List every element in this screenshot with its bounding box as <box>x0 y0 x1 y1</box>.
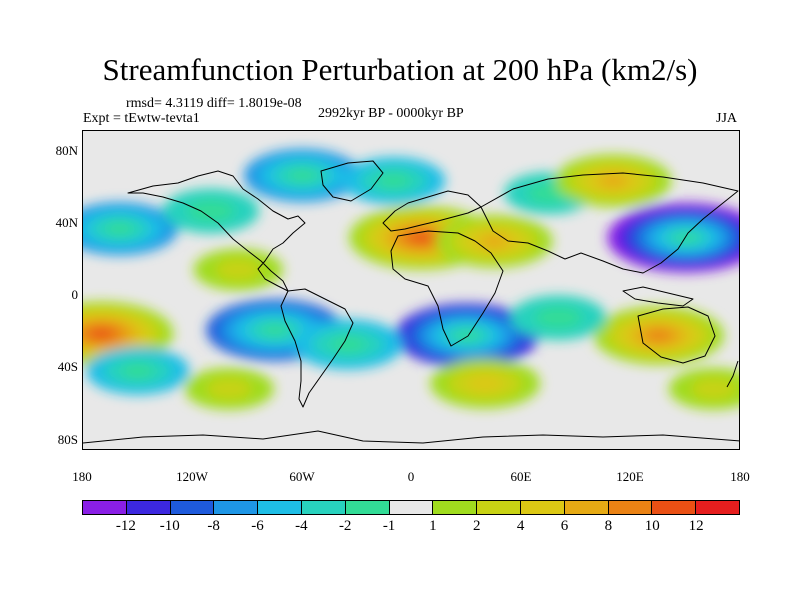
contour-region <box>376 172 411 189</box>
y-tick-label: 0 <box>71 287 79 302</box>
colorbar-segment <box>696 501 739 514</box>
colorbar-segment <box>83 501 127 514</box>
coastline-antarctica <box>83 430 739 444</box>
x-tick-label: 180 <box>730 469 750 484</box>
colorbar-segment <box>608 501 653 514</box>
map-title: Streamfunction Perturbation at 200 hPa (… <box>102 52 698 87</box>
contour-region <box>329 336 367 353</box>
contour-region <box>674 232 698 243</box>
coastline-maritime-asia <box>622 286 694 307</box>
contour-region <box>534 306 583 329</box>
coastline-asia <box>480 172 739 274</box>
season-label: JJA <box>716 111 738 126</box>
colorbar-label: -2 <box>338 518 352 534</box>
colorbar-label: -4 <box>295 518 308 534</box>
contour-region <box>120 363 156 379</box>
colorbar-segment <box>170 501 215 514</box>
contour-region <box>206 378 252 400</box>
y-tick-label: 80S <box>57 432 78 447</box>
coastline-greenland <box>320 160 384 202</box>
contour-region <box>454 330 479 341</box>
x-tick-label: 120W <box>176 469 208 484</box>
x-tick-label: 120E <box>616 469 644 484</box>
colorbar-label: -8 <box>207 518 220 534</box>
contour-region <box>215 259 261 281</box>
colorbar-segment <box>520 501 565 514</box>
y-tick-label: 40N <box>55 215 78 230</box>
coastline-new-zealand <box>726 360 739 388</box>
colorbar-segment <box>126 501 171 514</box>
colorbar-label: -1 <box>382 518 396 534</box>
contour-region <box>645 329 672 342</box>
contour-region <box>691 378 736 400</box>
y-tick-label: 80N <box>55 143 78 158</box>
map-plot-area <box>82 130 740 450</box>
colorbar <box>82 500 740 515</box>
contour-region <box>479 234 509 248</box>
colorbar-segment <box>345 501 390 514</box>
coastline-south-america <box>280 288 354 408</box>
colorbar-segment <box>477 501 521 514</box>
contour-region <box>89 328 114 339</box>
coastline-australia <box>637 306 716 364</box>
colorbar-label: 6 <box>560 518 569 534</box>
coastline-north-america <box>127 170 306 292</box>
contour-region <box>261 323 289 337</box>
contour-map <box>83 131 739 449</box>
stats-text: rmsd= 4.3119 diff= 1.8019e-08 <box>126 96 302 111</box>
colorbar-label: -10 <box>159 518 180 534</box>
contour-region <box>287 168 317 183</box>
colorbar-segment <box>433 501 478 514</box>
colorbar-label: 1 <box>429 518 437 534</box>
contour-region <box>186 199 236 223</box>
colorbar-label: 4 <box>516 518 525 534</box>
colorbar-segment <box>389 501 434 514</box>
coastline-africa <box>390 230 504 347</box>
x-tick-label: 60E <box>510 469 532 484</box>
x-tick-label: 180 <box>72 469 92 484</box>
coastlines <box>83 160 739 444</box>
colorbar-segment <box>301 501 346 514</box>
colorbar-label: 10 <box>644 518 660 534</box>
y-tick-label: 40S <box>57 359 78 374</box>
period-label: 2992kyr BP - 0000kyr BP <box>318 106 464 121</box>
contour-region <box>104 222 135 236</box>
x-tick-label: 60W <box>289 469 315 484</box>
colorbar-segment <box>258 501 302 514</box>
x-tick-label: 0 <box>407 469 415 484</box>
contour-region <box>598 174 628 188</box>
colorbar-label: 8 <box>604 518 613 534</box>
contour-region <box>409 232 434 243</box>
colorbar-label: -6 <box>251 518 264 534</box>
colorbar-segment <box>214 501 259 514</box>
contour-region <box>466 375 504 392</box>
experiment-label: Expt = tEwtw-tevta1 <box>83 111 200 126</box>
coastline-europe <box>382 190 482 232</box>
colorbar-segment <box>564 501 609 514</box>
colorbar-label: 12 <box>688 518 704 534</box>
colorbar-label: -12 <box>115 518 136 534</box>
colorbar-label: 2 <box>473 518 481 534</box>
colorbar-segment <box>652 501 697 514</box>
